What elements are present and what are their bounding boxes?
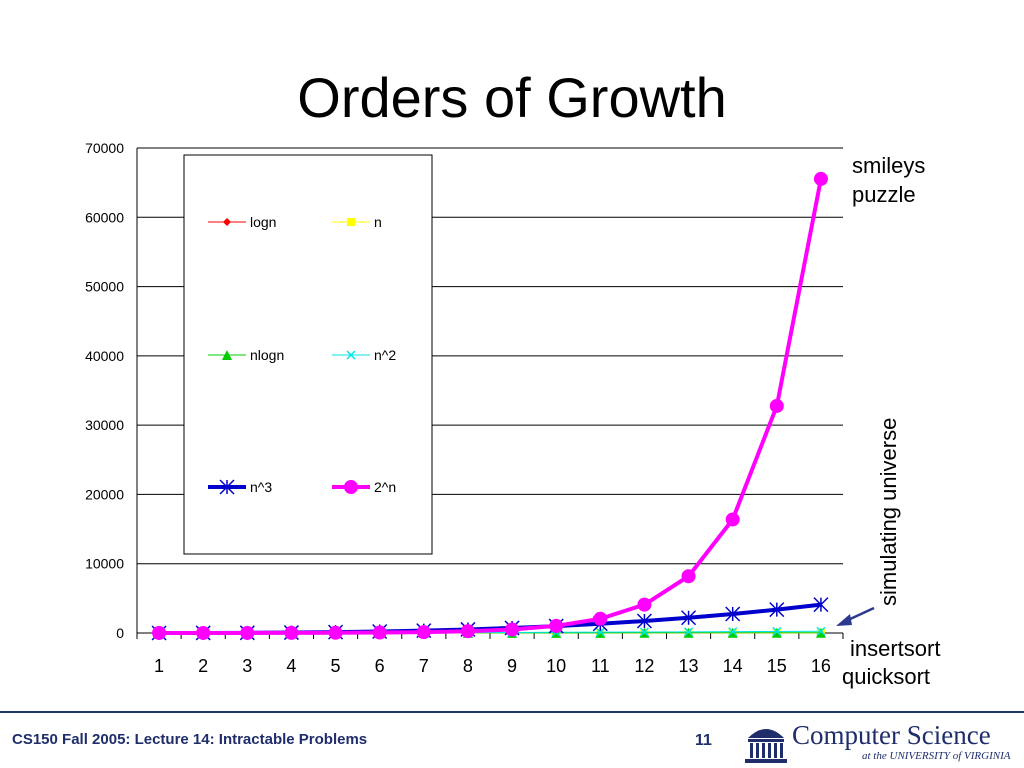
x-tick-label: 9 [507, 656, 517, 676]
page-number: 11 [695, 732, 712, 749]
y-tick-label: 60000 [85, 209, 124, 225]
legend-item-n3: n^3 [208, 479, 272, 495]
data-point-2n [681, 569, 696, 584]
legend-item-logn: logn [208, 214, 276, 230]
legend-label: n [374, 214, 382, 230]
cs-logo: Computer Science at the UNIVERSITY of VI… [740, 716, 1020, 766]
x-tick-label: 11 [591, 656, 610, 676]
y-tick-label: 10000 [85, 556, 124, 572]
x-tick-label: 4 [286, 656, 296, 676]
legend-item-2n: 2^n [332, 479, 396, 495]
data-point-2n [769, 398, 784, 413]
data-point-n2 [684, 627, 694, 637]
y-tick-label: 50000 [85, 279, 124, 295]
series-2n [152, 171, 828, 640]
legend-label: n^2 [374, 347, 396, 363]
legend-marker [346, 350, 356, 360]
legend-marker [219, 479, 235, 495]
y-tick-label: 30000 [85, 417, 124, 433]
x-tick-label: 10 [546, 656, 566, 676]
legend-item-n: n [332, 214, 382, 230]
arrow-shaft [847, 606, 875, 622]
legend-item-n2: n^2 [332, 347, 396, 363]
annotation-insertsort: insertsort [850, 636, 941, 661]
data-point-nlogn [815, 627, 826, 638]
slide-title: Orders of Growth [297, 66, 727, 129]
x-tick-label: 8 [463, 656, 473, 676]
rotunda-icon [745, 729, 787, 763]
legend-marker [344, 480, 358, 494]
logo-subtext: at the UNIVERSITY of VIRGINIA [862, 750, 1011, 762]
annotation-quicksort: quicksort [842, 664, 931, 689]
data-point-n2 [772, 626, 782, 636]
data-point-n2 [595, 627, 605, 637]
data-point-n2 [816, 626, 826, 636]
x-tick-label: 14 [723, 656, 743, 676]
x-tick-label: 13 [679, 656, 699, 676]
y-tick-label: 0 [116, 625, 124, 641]
annotation-smileys: smileys [852, 153, 926, 178]
x-tick-label: 6 [375, 656, 385, 676]
data-point-2n [372, 625, 387, 640]
legend-label: nlogn [250, 347, 284, 363]
legend-marker [347, 218, 355, 226]
series-line-2n [159, 178, 823, 635]
data-point-n2 [639, 627, 649, 637]
legend-marker [223, 218, 231, 226]
annotation-puzzle: puzzle [852, 182, 916, 207]
data-point-n3 [769, 602, 785, 618]
x-tick-label: 1 [154, 656, 164, 676]
logo-text: Computer Science [792, 720, 991, 750]
x-tick-label: 5 [331, 656, 341, 676]
legend-label: n^3 [250, 479, 272, 495]
x-tick-label: 2 [198, 656, 208, 676]
x-tick-label: 16 [811, 656, 831, 676]
data-point-2n [416, 625, 431, 640]
footer-course-title: CS150 Fall 2005: Lecture 14: Intractable… [12, 731, 368, 748]
data-point-n3 [681, 610, 697, 626]
arrow-head [836, 614, 852, 626]
data-point-2n [284, 625, 299, 640]
data-point-n3 [725, 606, 741, 622]
data-point-nlogn [727, 627, 738, 638]
y-tick-label: 20000 [85, 486, 124, 502]
x-tick-label: 3 [242, 656, 252, 676]
data-point-2n [240, 625, 255, 640]
data-point-n2 [728, 627, 738, 637]
data-point-2n [637, 597, 652, 612]
data-point-n3 [813, 597, 829, 613]
legend-label: 2^n [374, 479, 396, 495]
data-point-2n [196, 625, 211, 640]
data-point-n3 [636, 613, 652, 629]
x-tick-label: 15 [767, 656, 787, 676]
x-tick-label: 12 [634, 656, 654, 676]
data-point-2n [813, 171, 828, 186]
y-tick-label: 70000 [85, 140, 124, 156]
data-point-2n [460, 624, 475, 639]
data-point-2n [505, 622, 520, 637]
data-point-2n [593, 611, 608, 626]
legend-marker [222, 350, 232, 360]
legend: logn n nlogn n^2 n^3 2^n [183, 154, 433, 555]
data-point-2n [328, 625, 343, 640]
legend-item-nlogn: nlogn [208, 347, 284, 363]
x-tick-label: 7 [419, 656, 429, 676]
y-tick-label: 40000 [85, 348, 124, 364]
data-point-2n [549, 618, 564, 633]
data-point-nlogn [771, 627, 782, 638]
data-point-2n [725, 512, 740, 527]
data-point-2n [152, 625, 167, 640]
pointer-arrow [836, 606, 875, 626]
annotation-simulating-universe: simulating universe [876, 417, 901, 606]
legend-label: logn [250, 214, 276, 230]
footer-divider [0, 711, 1024, 713]
